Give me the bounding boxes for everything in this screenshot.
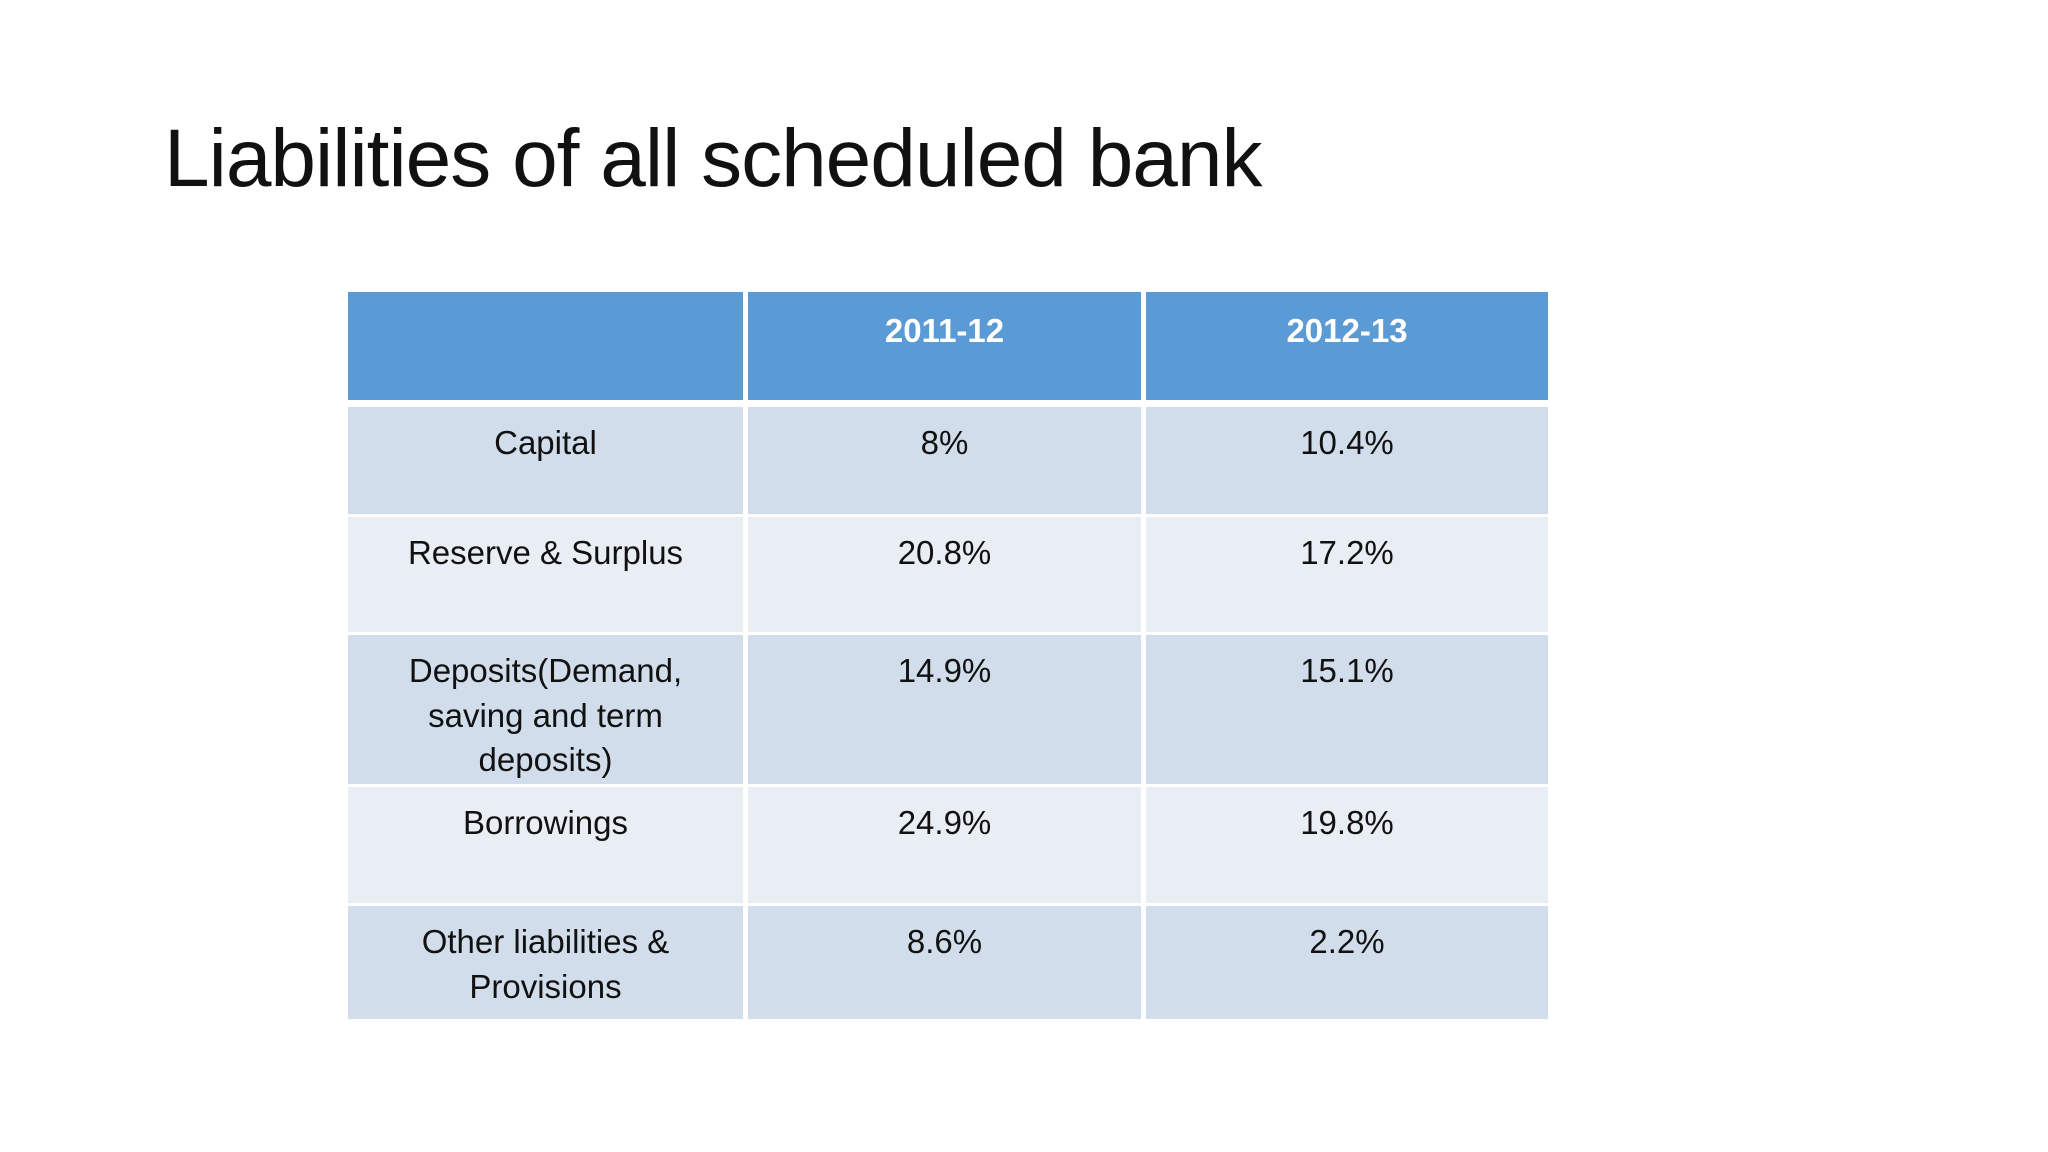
value-cell: 20.8% — [748, 517, 1146, 635]
value-cell: 8% — [748, 407, 1146, 517]
table-header-cell-blank — [348, 292, 748, 407]
row-label-cell: Deposits(Demand, saving and term deposit… — [348, 635, 748, 787]
value-cell: 8.6% — [748, 906, 1146, 1019]
row-label-cell: Other liabilities & Provisions — [348, 906, 748, 1019]
row-label-cell: Capital — [348, 407, 748, 517]
table-header-cell-2011-12: 2011-12 — [748, 292, 1146, 407]
table-header-cell-2012-13: 2012-13 — [1146, 292, 1548, 407]
row-label-cell: Reserve & Surplus — [348, 517, 748, 635]
value-cell: 19.8% — [1146, 787, 1548, 906]
value-cell: 2.2% — [1146, 906, 1548, 1019]
liabilities-table: 2011-12 2012-13 Capital 8% 10.4% Reserve… — [348, 292, 1548, 1019]
value-cell: 14.9% — [748, 635, 1146, 787]
row-label-cell: Borrowings — [348, 787, 748, 906]
value-cell: 24.9% — [748, 787, 1146, 906]
value-cell: 15.1% — [1146, 635, 1548, 787]
value-cell: 10.4% — [1146, 407, 1548, 517]
page-title: Liabilities of all scheduled bank — [164, 113, 1263, 204]
value-cell: 17.2% — [1146, 517, 1548, 635]
